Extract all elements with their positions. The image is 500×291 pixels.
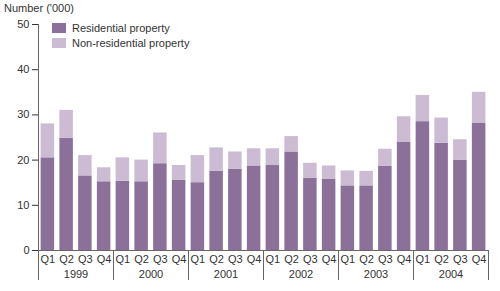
svg-text:Q1: Q1 [341, 253, 356, 265]
svg-text:Q3: Q3 [453, 253, 468, 265]
svg-text:Q4: Q4 [397, 253, 412, 265]
svg-text:Q2: Q2 [134, 253, 149, 265]
svg-text:30: 30 [17, 108, 29, 120]
svg-text:Q3: Q3 [228, 253, 243, 265]
svg-text:50: 50 [17, 18, 29, 30]
svg-text:Q1: Q1 [191, 253, 206, 265]
svg-text:2003: 2003 [364, 268, 388, 280]
svg-text:40: 40 [17, 63, 29, 75]
html-text:Non-residential property: Non-residential property [72, 36, 190, 49]
svg-text:2002: 2002 [289, 268, 313, 280]
svg-text:Q1: Q1 [41, 253, 56, 265]
svg-text:Q4: Q4 [247, 253, 262, 265]
html-text:Residential property: Residential property [72, 21, 170, 34]
svg-text:Q2: Q2 [209, 253, 224, 265]
svg-text:Q1: Q1 [266, 253, 281, 265]
svg-text:2000: 2000 [139, 268, 163, 280]
svg-text:1999: 1999 [64, 268, 88, 280]
svg-text:Q4: Q4 [322, 253, 337, 265]
svg-text:Q3: Q3 [78, 253, 93, 265]
svg-text:0: 0 [23, 244, 29, 256]
svg-text:Q4: Q4 [172, 253, 187, 265]
svg-text:Q4: Q4 [97, 253, 112, 265]
svg-text:Q2: Q2 [359, 253, 374, 265]
svg-text:2001: 2001 [214, 268, 238, 280]
html-text:Number ('000): Number ('000) [4, 2, 74, 14]
svg-text:Q2: Q2 [284, 253, 299, 265]
svg-text:Q3: Q3 [153, 253, 168, 265]
svg-text:10: 10 [17, 199, 29, 211]
svg-text:Q4: Q4 [472, 253, 487, 265]
svg-text:Q3: Q3 [378, 253, 393, 265]
svg-text:2004: 2004 [439, 268, 463, 280]
svg-text:Q1: Q1 [416, 253, 431, 265]
svg-text:Q2: Q2 [59, 253, 74, 265]
svg-text:Q1: Q1 [116, 253, 131, 265]
svg-text:20: 20 [17, 154, 29, 166]
svg-text:Q2: Q2 [434, 253, 449, 265]
svg-text:Q3: Q3 [303, 253, 318, 265]
